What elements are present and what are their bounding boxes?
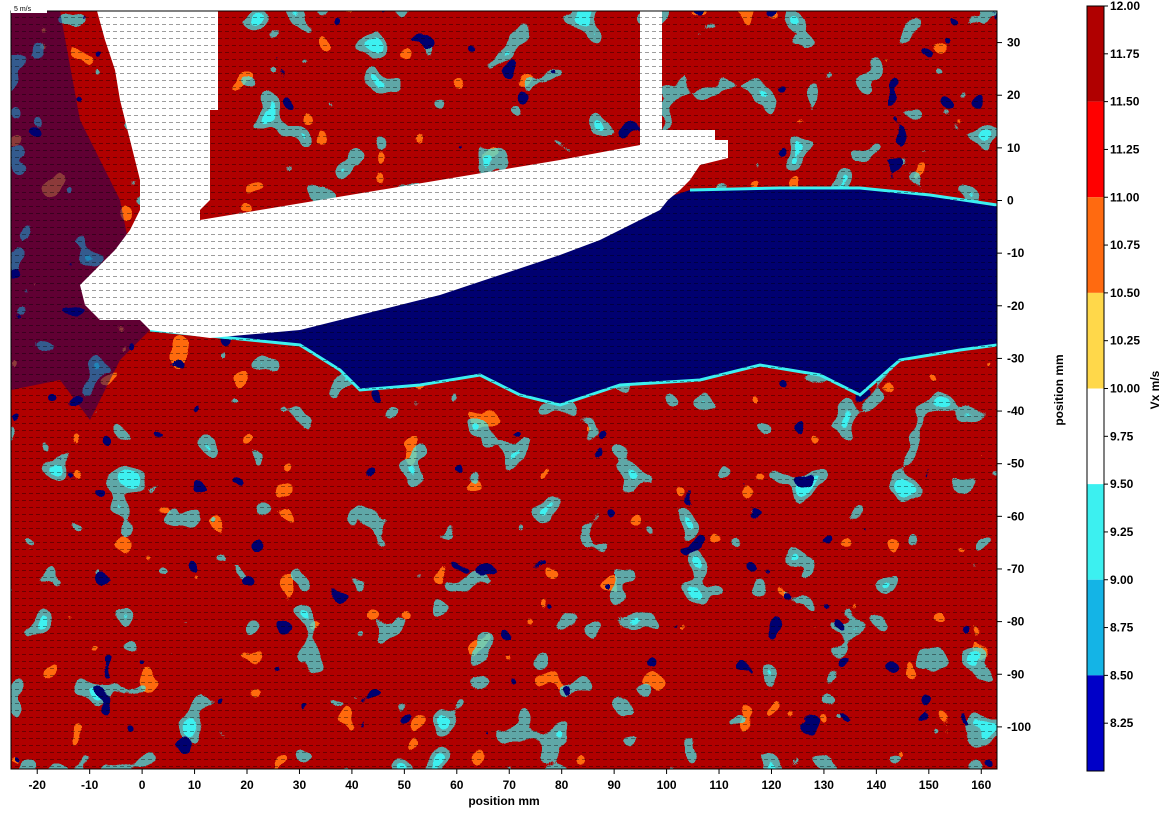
colorbar-band (1087, 197, 1104, 293)
colorbar-tick-label: 9.25 (1110, 525, 1134, 539)
colorbar (1087, 6, 1104, 771)
colorbar-band (1087, 292, 1104, 389)
colorbar-tick-label: 11.50 (1110, 95, 1140, 109)
x-tick-label: 100 (657, 778, 677, 792)
colorbar-band (1087, 6, 1104, 102)
x-tick-label: 60 (450, 778, 464, 792)
colorbar-frame (1086, 5, 1105, 772)
x-tick-label: 70 (503, 778, 517, 792)
colorbar-ticks: 12.00 11.75 11.50 11.25 11.00 10.75 10.50 10.25… (1104, 0, 1140, 730)
colorbar-tick-label: 9.75 (1110, 429, 1134, 443)
y-tick-label: -100 (1007, 720, 1031, 734)
colorbar-tick-label: 10.75 (1110, 238, 1140, 252)
y-tick-label: -60 (1007, 509, 1025, 523)
x-tick-label: -10 (81, 778, 99, 792)
y-tick-label: 10 (1007, 141, 1021, 155)
plot-frame (10, 10, 998, 770)
colorbar-tick-label: 9.50 (1110, 477, 1134, 491)
colorbar-tick-label: 11.25 (1110, 142, 1140, 156)
x-tick-label: 130 (814, 778, 834, 792)
colorbar-band (1087, 579, 1104, 676)
y-tick-label: -10 (1007, 246, 1025, 260)
colorbar-band (1087, 675, 1104, 771)
x-tick-label: 150 (919, 778, 939, 792)
y-axis: 30 20 10 0 -10 -20 -30 -40 -50 -60 -70 -80 -90 -100 (997, 36, 1031, 734)
y-tick-label: -50 (1007, 457, 1025, 471)
x-tick-label: -20 (29, 778, 47, 792)
y-axis-title: position mm (1052, 354, 1066, 425)
x-tick-label: 0 (139, 778, 146, 792)
x-tick-label: 110 (709, 778, 729, 792)
x-tick-label: 90 (607, 778, 621, 792)
colorbar-tick-label: 10.50 (1110, 286, 1140, 300)
y-tick-label: -80 (1007, 615, 1025, 629)
colorbar-tick-label: 8.75 (1110, 621, 1134, 635)
colorbar-band (1087, 101, 1104, 198)
vector-field (11, 11, 997, 769)
y-tick-label: -30 (1007, 351, 1025, 365)
y-tick-label: -20 (1007, 299, 1025, 313)
colorbar-tick-label: 11.00 (1110, 190, 1140, 204)
colorbar-tick-label: 8.25 (1110, 716, 1134, 730)
y-tick-label: 20 (1007, 88, 1021, 102)
y-tick-label: -70 (1007, 562, 1025, 576)
x-tick-label: 50 (398, 778, 412, 792)
colorbar-band (1087, 484, 1104, 580)
colorbar-tick-label: 12.00 (1110, 0, 1140, 13)
x-axis: -20 -10 0 10 20 30 40 50 60 70 80 90 100 110 120 130 140… (29, 769, 992, 792)
x-tick-label: 30 (293, 778, 307, 792)
x-axis-title: position mm (468, 794, 539, 808)
colorbar-title: Vx m/s (1148, 370, 1162, 409)
x-tick-label: 140 (866, 778, 886, 792)
x-tick-label: 40 (345, 778, 359, 792)
colorbar-band (1087, 388, 1104, 485)
colorbar-tick-label: 9.00 (1110, 573, 1134, 587)
y-tick-label: 30 (1007, 36, 1021, 50)
y-tick-label: -90 (1007, 667, 1025, 681)
colorbar-tick-label: 10.00 (1110, 382, 1140, 396)
y-tick-label: -40 (1007, 404, 1025, 418)
colorbar-tick-label: 10.25 (1110, 334, 1140, 348)
x-tick-label: 80 (555, 778, 569, 792)
plot-area (11, 11, 997, 769)
vector-scale-box (11, 3, 47, 13)
vector-scale-label: 5 m/s (14, 6, 32, 13)
x-tick-label: 10 (188, 778, 202, 792)
colorbar-tick-label: 11.75 (1110, 47, 1140, 61)
x-tick-label: 160 (971, 778, 991, 792)
colorbar-tick-label: 8.50 (1110, 668, 1134, 682)
x-tick-label: 20 (240, 778, 254, 792)
x-tick-label: 120 (761, 778, 781, 792)
y-tick-label: 0 (1007, 194, 1014, 208)
